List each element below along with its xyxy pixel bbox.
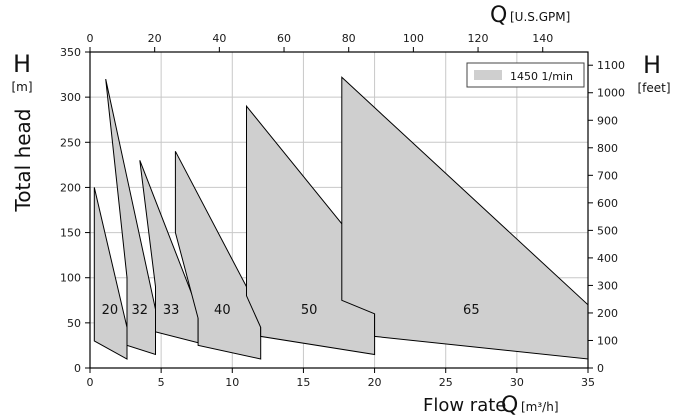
left-tick-label: 300: [60, 91, 81, 104]
bottom-axis-unit: [m³/h]: [521, 400, 559, 414]
legend: 1450 1/min: [467, 63, 584, 87]
right-tick-label: 300: [597, 279, 618, 292]
legend-swatch: [474, 70, 502, 80]
left-tick-label: 100: [60, 272, 81, 285]
top-axis-unit: [U.S.GPM]: [510, 10, 570, 24]
bottom-tick-label: 0: [87, 376, 94, 389]
right-tick-label: 400: [597, 252, 618, 265]
top-tick-label: 60: [277, 32, 291, 45]
right-tick-label: 0: [597, 362, 604, 375]
left-axis-symbol: H: [13, 50, 31, 78]
right-tick-label: 200: [597, 307, 618, 320]
right-tick-label: 600: [597, 197, 618, 210]
region-label-32: 32: [132, 303, 149, 318]
right-tick-label: 1000: [597, 87, 625, 100]
right-tick-label: 1100: [597, 59, 625, 72]
bottom-tick-label: 35: [581, 376, 595, 389]
top-axis-symbol: Q: [490, 3, 507, 28]
region-label-33: 33: [163, 303, 180, 318]
right-tick-label: 900: [597, 114, 618, 127]
region-label-50: 50: [301, 303, 318, 318]
bottom-tick-label: 15: [296, 376, 310, 389]
bottom-tick-label: 30: [510, 376, 524, 389]
bottom-tick-label: 5: [158, 376, 165, 389]
bottom-tick-label: 25: [439, 376, 453, 389]
right-tick-label: 800: [597, 142, 618, 155]
right-tick-label: 700: [597, 169, 618, 182]
top-tick-label: 40: [212, 32, 226, 45]
right-axis-unit: [feet]: [637, 81, 670, 95]
legend-label: 1450 1/min: [510, 70, 573, 83]
left-tick-label: 50: [67, 317, 81, 330]
region-label-20: 20: [102, 303, 119, 318]
left-tick-label: 200: [60, 181, 81, 194]
left-tick-label: 350: [60, 46, 81, 59]
left-tick-label: 150: [60, 227, 81, 240]
top-tick-label: 100: [403, 32, 424, 45]
bottom-axis-symbol: Q: [501, 393, 518, 418]
top-tick-label: 80: [342, 32, 356, 45]
right-tick-label: 500: [597, 224, 618, 237]
top-tick-label: 120: [468, 32, 489, 45]
left-axis-unit: [m]: [11, 80, 32, 94]
top-tick-label: 0: [87, 32, 94, 45]
top-tick-label: 140: [532, 32, 553, 45]
bottom-tick-label: 10: [225, 376, 239, 389]
left-tick-label: 0: [74, 362, 81, 375]
right-tick-label: 100: [597, 334, 618, 347]
left-axis-label: Total head: [11, 109, 35, 213]
region-label-65: 65: [463, 303, 480, 318]
right-axis-symbol: H: [643, 51, 661, 79]
bottom-tick-label: 20: [368, 376, 382, 389]
bottom-axis-label: Flow rate: [423, 395, 506, 416]
left-tick-label: 250: [60, 136, 81, 149]
region-label-40: 40: [214, 303, 231, 318]
top-tick-label: 20: [148, 32, 162, 45]
